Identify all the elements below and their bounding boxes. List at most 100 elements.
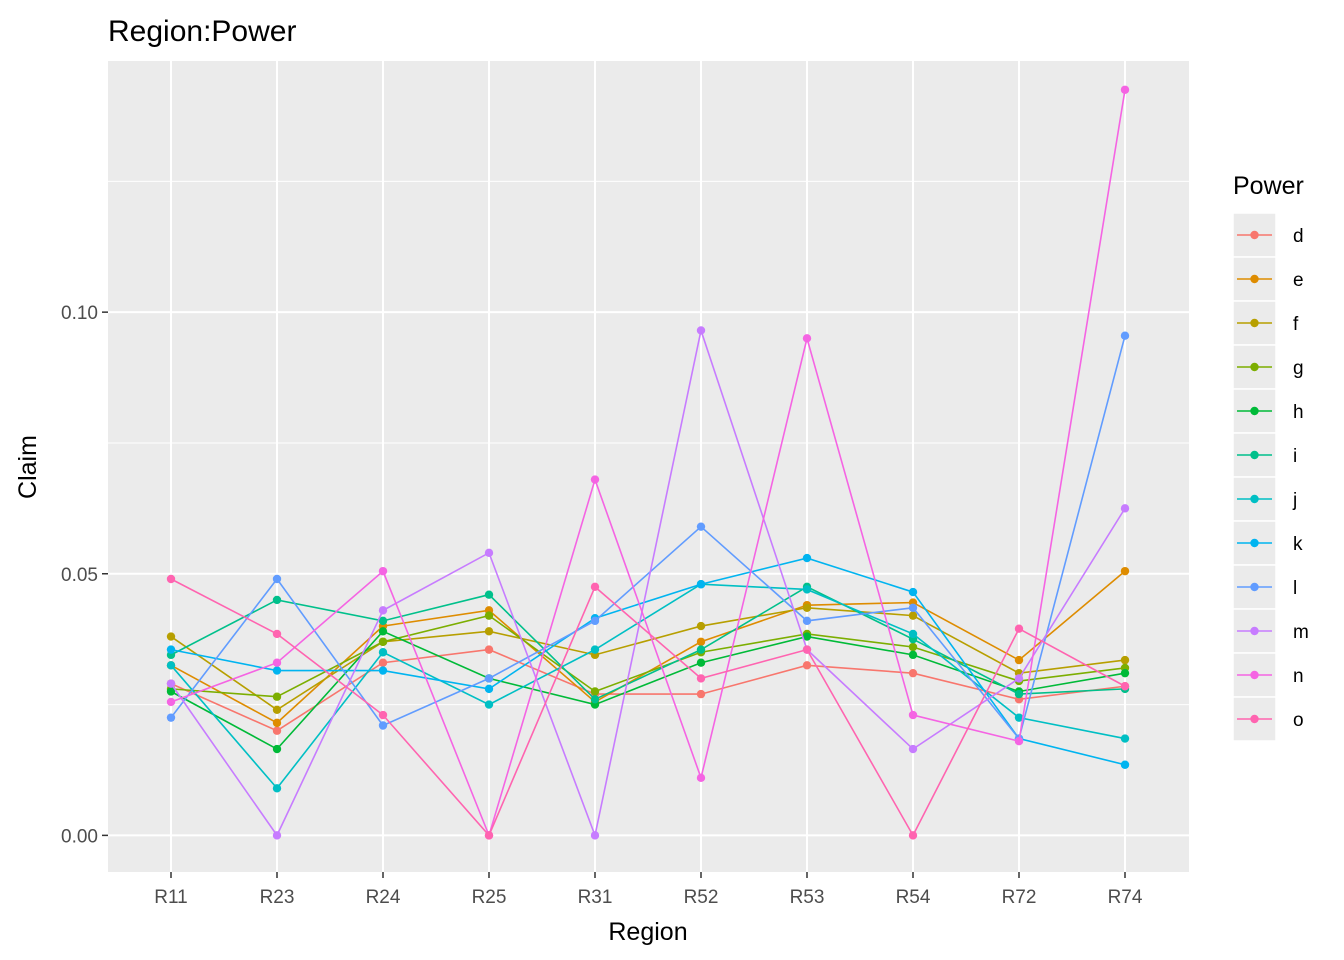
- data-point-g: [590, 687, 600, 696]
- data-point-g: [908, 642, 918, 652]
- data-point-o: [484, 831, 494, 840]
- series-line-o: [170, 578, 1126, 838]
- x-tick-label: R23: [260, 887, 295, 908]
- legend-item-n: n: [1232, 652, 1304, 698]
- legend-key-point: [1250, 626, 1259, 636]
- x-tick-label: R24: [366, 887, 401, 908]
- data-point-i: [696, 645, 706, 654]
- legend-key-point: [1250, 714, 1259, 724]
- legend-label: k: [1293, 534, 1303, 555]
- data-point-j: [378, 648, 388, 657]
- legend-item-f: f: [1232, 300, 1299, 346]
- legend-label: h: [1293, 402, 1304, 423]
- data-point-m: [1120, 504, 1130, 513]
- legend-key-point: [1250, 450, 1259, 460]
- x-tick-label: R54: [896, 887, 931, 908]
- legend-label: g: [1293, 358, 1304, 379]
- data-point-o: [272, 629, 282, 639]
- data-point-g: [378, 637, 388, 646]
- y-tick-label: 0.10: [61, 303, 98, 324]
- data-point-o: [166, 574, 176, 584]
- data-point-m: [272, 831, 282, 840]
- data-point-k: [696, 580, 706, 589]
- legend-key-point: [1250, 494, 1259, 504]
- data-point-n: [1014, 736, 1024, 746]
- data-point-i: [1014, 689, 1024, 699]
- chart-title: Region:Power: [108, 15, 296, 48]
- legend-item-d: d: [1232, 212, 1304, 258]
- data-point-o: [1014, 624, 1024, 633]
- data-point-k: [272, 666, 282, 675]
- legend-key-point: [1250, 230, 1259, 240]
- data-point-j: [1014, 713, 1024, 722]
- data-point-g: [272, 692, 282, 701]
- data-point-l: [166, 713, 176, 722]
- data-point-n: [1120, 85, 1130, 94]
- data-point-l: [590, 616, 600, 626]
- data-point-n: [590, 475, 600, 484]
- data-point-n: [166, 697, 176, 707]
- data-point-f: [1120, 655, 1130, 665]
- legend-item-l: l: [1232, 564, 1297, 610]
- data-point-i: [272, 595, 282, 605]
- legend-label: j: [1292, 490, 1297, 511]
- data-point-g: [484, 611, 494, 620]
- data-point-e: [1014, 655, 1024, 665]
- legend-key-point: [1250, 406, 1259, 416]
- legend-key-point: [1250, 318, 1259, 328]
- data-point-d: [272, 726, 282, 735]
- legend-label: d: [1293, 226, 1304, 247]
- data-point-k: [908, 587, 918, 597]
- data-point-j: [802, 585, 812, 594]
- data-point-j: [166, 661, 176, 670]
- data-point-o: [378, 710, 388, 720]
- series-line-j: [170, 583, 1126, 790]
- data-point-d: [696, 689, 706, 699]
- series-l: [166, 331, 1130, 743]
- x-tick-label: R72: [1002, 887, 1037, 908]
- legend-item-o: o: [1232, 696, 1304, 742]
- legend-label: m: [1293, 622, 1309, 643]
- data-point-f: [802, 603, 812, 612]
- legend-item-e: e: [1232, 256, 1304, 302]
- data-point-n: [378, 566, 388, 576]
- data-point-h: [166, 687, 176, 696]
- legend-title: Power: [1233, 172, 1304, 200]
- data-point-j: [908, 629, 918, 639]
- data-point-f: [166, 632, 176, 641]
- data-point-l: [484, 674, 494, 683]
- data-point-j: [272, 784, 282, 793]
- data-point-j: [484, 700, 494, 709]
- series-line-f: [170, 606, 1126, 711]
- legend-key-point: [1250, 274, 1259, 284]
- y-axis-title: Claim: [14, 435, 42, 499]
- data-point-n: [696, 773, 706, 783]
- legend-item-i: i: [1232, 432, 1297, 478]
- legend-item-g: g: [1232, 344, 1304, 390]
- data-point-m: [590, 831, 600, 840]
- data-point-m: [1014, 674, 1024, 683]
- legend-label: f: [1293, 314, 1299, 335]
- legend-item-m: m: [1232, 608, 1309, 654]
- x-tick-label: R74: [1108, 887, 1143, 908]
- legend-label: i: [1293, 446, 1297, 467]
- data-point-m: [378, 606, 388, 615]
- data-point-n: [272, 658, 282, 667]
- series-line-d: [170, 648, 1126, 732]
- plot-panel: [108, 61, 1189, 872]
- data-point-e: [696, 637, 706, 646]
- data-point-k: [1120, 760, 1130, 769]
- data-point-i: [590, 695, 600, 704]
- data-point-n: [802, 334, 812, 343]
- y-tick-label: 0.05: [61, 565, 98, 586]
- legend-key-point: [1250, 362, 1259, 372]
- data-point-l: [1120, 331, 1130, 340]
- data-point-h: [378, 627, 388, 636]
- x-tick-label: R25: [472, 887, 507, 908]
- data-point-m: [166, 679, 176, 688]
- data-point-m: [696, 326, 706, 335]
- data-point-o: [908, 831, 918, 840]
- data-point-f: [272, 705, 282, 714]
- data-point-i: [378, 616, 388, 626]
